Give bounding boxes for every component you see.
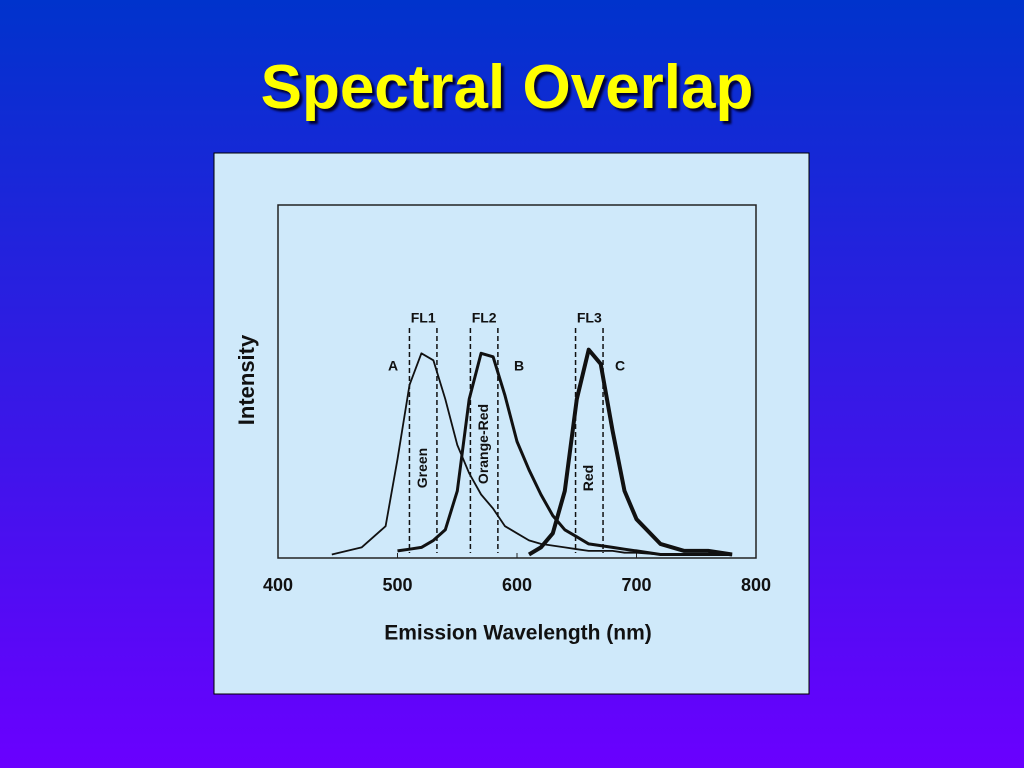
spectrum-line — [397, 351, 733, 556]
band-dye-label: Orange-Red — [475, 404, 491, 484]
slide-title: Spectral Overlap — [260, 53, 754, 122]
spectrum-line — [527, 347, 733, 557]
x-tick-label: 700 — [621, 575, 651, 595]
band-dye-label: Red — [580, 465, 596, 491]
x-tick-label: 500 — [382, 575, 412, 595]
x-tick-label: 400 — [263, 575, 293, 595]
band-name: FL3 — [577, 310, 602, 326]
band-name: FL1 — [411, 310, 436, 326]
y-axis-label: Intensity — [234, 334, 259, 425]
series-label: A — [388, 358, 398, 374]
band-name: FL2 — [472, 310, 497, 326]
band-dye-label: Green — [414, 448, 430, 488]
series-label: B — [514, 358, 524, 374]
spectrum-line — [331, 352, 733, 556]
x-axis-label: Emission Wavelength (nm) — [384, 622, 652, 645]
x-tick-label: 800 — [741, 575, 771, 595]
series-label: C — [615, 358, 625, 374]
x-tick-label: 600 — [502, 575, 532, 595]
